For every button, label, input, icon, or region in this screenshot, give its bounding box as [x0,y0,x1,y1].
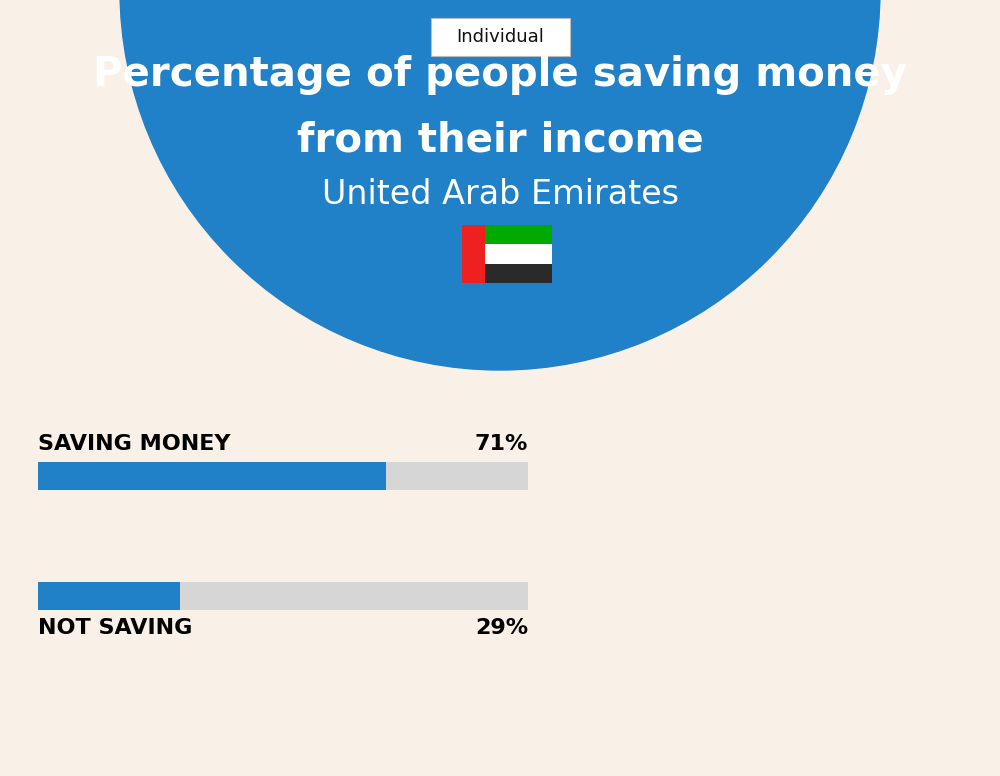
Bar [38,462,386,490]
Bar [484,244,552,264]
Text: 29%: 29% [475,618,528,638]
Text: Percentage of people saving money: Percentage of people saving money [93,55,907,95]
Text: United Arab Emirates: United Arab Emirates [322,178,678,212]
Text: from their income: from their income [297,120,703,160]
Bar [38,582,180,610]
Text: NOT SAVING: NOT SAVING [38,618,192,638]
Text: Individual: Individual [456,28,544,46]
Bar [38,462,528,490]
Bar [38,582,528,610]
FancyBboxPatch shape [430,18,570,56]
Text: 71%: 71% [475,434,528,454]
Circle shape [120,0,880,370]
Bar [462,225,484,283]
Text: SAVING MONEY: SAVING MONEY [38,434,230,454]
Bar [484,264,552,283]
Bar [484,225,552,244]
